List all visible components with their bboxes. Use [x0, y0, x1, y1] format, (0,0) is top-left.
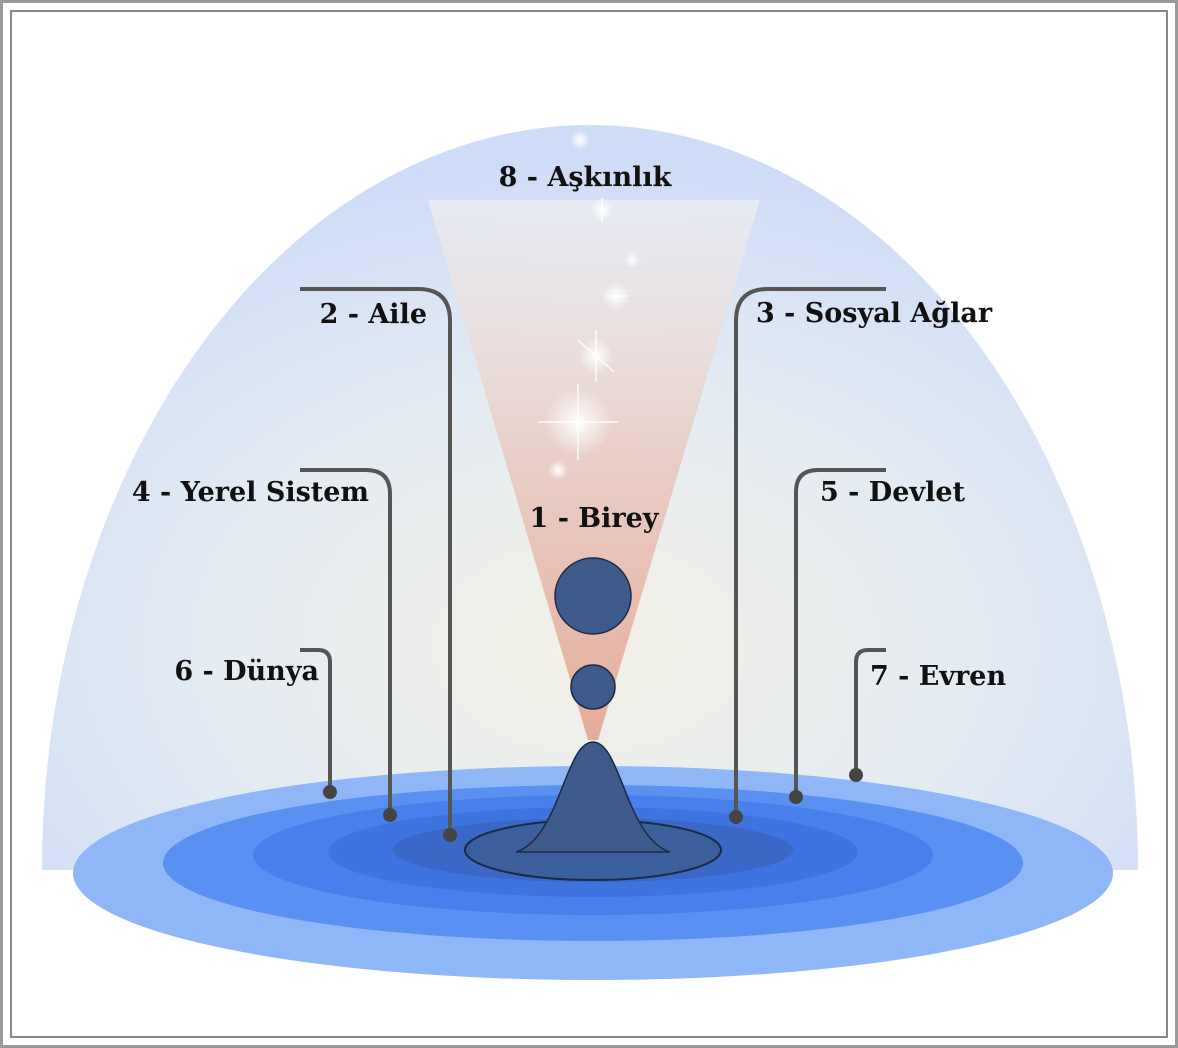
label-6-dunya: 6 - Dünya [174, 656, 319, 687]
body-circle [570, 664, 616, 710]
leader-dots [323, 768, 863, 842]
bell-figure [515, 741, 671, 853]
label-8-askinlik: 8 - Aşkınlık [499, 162, 673, 193]
label-4-yerel-sistem: 4 - Yerel Sistem [132, 477, 369, 508]
leader-dot-2 [443, 828, 457, 842]
label-7-evren: 7 - Evren [870, 661, 1006, 692]
leader-5 [794, 468, 886, 797]
leader-lines [300, 287, 886, 835]
label-1-birey: 1 - Birey [530, 503, 660, 534]
leader-dot-7 [849, 768, 863, 782]
leader-dot-4 [383, 808, 397, 822]
leader-7 [854, 648, 886, 775]
leader-3 [734, 287, 886, 817]
sparkles [538, 130, 640, 480]
label-5-devlet: 5 - Devlet [820, 477, 966, 508]
leader-4 [300, 468, 392, 815]
light-cone [428, 200, 760, 740]
label-3-sosyal-aglar: 3 - Sosyal Ağlar [756, 298, 993, 329]
leader-dot-5 [789, 790, 803, 804]
head-circle [554, 557, 632, 635]
leader-6 [300, 648, 332, 792]
leader-dot-3 [729, 810, 743, 824]
leader-2 [300, 287, 452, 835]
label-2-aile: 2 - Aile [320, 299, 427, 330]
leader-dot-6 [323, 785, 337, 799]
